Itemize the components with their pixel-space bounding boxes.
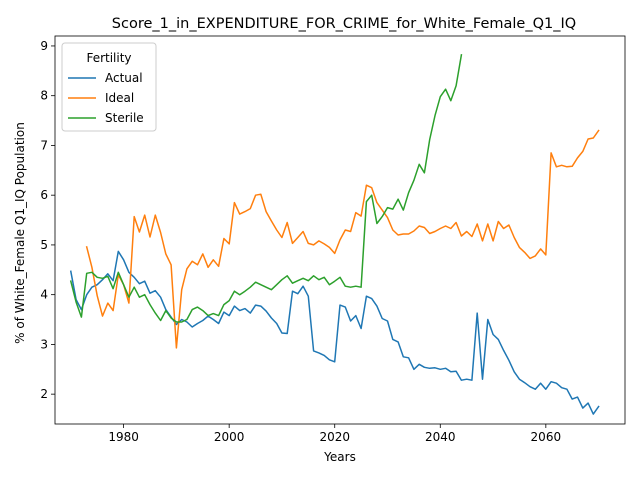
axes-layer: 1980 2000 2020 2040 2060 2 3 4 5 6 7 8 9 (40, 35, 626, 444)
legend-entries: Actual Ideal Sterile (68, 71, 144, 125)
y-tick-label: 3 (40, 337, 48, 351)
x-tick-label: 2040 (425, 430, 456, 444)
series-line-actual (69, 250, 600, 415)
x-tick-label: 1980 (108, 430, 139, 444)
series-layer (69, 54, 600, 415)
legend-label-actual: Actual (105, 71, 143, 85)
series-line-sterile (69, 54, 463, 323)
legend-title: Fertility (86, 51, 131, 65)
legend-label-sterile: Sterile (105, 111, 144, 125)
x-tick-label: 2060 (531, 430, 562, 444)
legend-box (61, 42, 157, 132)
y-tick-label: 5 (40, 238, 48, 252)
plot-frame (54, 35, 626, 425)
legend-label-ideal: Ideal (105, 91, 134, 105)
y-tick-label: 7 (40, 138, 48, 152)
x-axis-label: Years (323, 450, 356, 464)
y-tick-label: 2 (40, 387, 48, 401)
y-tick-label: 4 (40, 288, 48, 302)
y-tick-label: 9 (40, 39, 48, 53)
x-tick-label: 2020 (319, 430, 350, 444)
y-tick-label: 8 (40, 89, 48, 103)
legend: Fertility Actual Ideal Sterile (61, 42, 157, 132)
y-tick-label: 6 (40, 188, 48, 202)
chart-title: Score_1_in_EXPENDITURE_FOR_CRIME_for_Whi… (112, 16, 576, 32)
x-tick-label: 2000 (214, 430, 245, 444)
y-axis-label: % of White_Female Q1_IQ Population (13, 122, 27, 344)
series-line-ideal (85, 129, 600, 349)
